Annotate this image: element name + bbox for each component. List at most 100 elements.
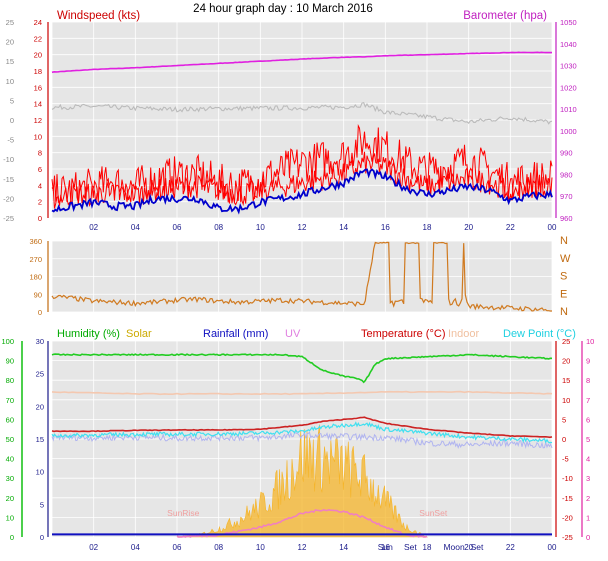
wind-tick: 6 — [38, 165, 42, 174]
temp-tick: 0 — [562, 435, 566, 444]
multi-x-tick: 14 — [339, 543, 348, 552]
multi-x-tick: 04 — [131, 543, 140, 552]
humidity-tick: 0 — [10, 533, 14, 542]
wind-tick: 24 — [34, 18, 42, 27]
wind-tick: 22 — [34, 34, 42, 43]
multi-x-tick: 18 — [423, 543, 432, 552]
humidity-tick: 10 — [6, 513, 14, 522]
temp-tick: 15 — [562, 376, 570, 385]
rainfall-legend: Rainfall (mm) — [203, 328, 268, 340]
baro-tick: 960 — [560, 214, 573, 223]
temp-tick: -5 — [562, 455, 569, 464]
wind-outer-tick: -20 — [3, 194, 14, 203]
wind-x-tick: 06 — [173, 223, 182, 232]
wind-x-tick: 14 — [339, 223, 348, 232]
baro-tick: 1030 — [560, 62, 577, 71]
windspeed-line — [51, 151, 553, 209]
direction-tick: 270 — [29, 255, 42, 264]
baro-tick: 980 — [560, 170, 573, 179]
humidity-tick: 30 — [6, 474, 14, 483]
multi-x-tick: 16 — [381, 543, 390, 552]
indoor-legend: Indoor — [448, 328, 480, 340]
baro-tick: 1040 — [560, 40, 577, 49]
humidity-legend: Humidity (%) — [57, 328, 120, 340]
uv-tick: 0 — [586, 533, 590, 542]
wind-outer-tick: 20 — [6, 38, 14, 47]
uv-tick: 2 — [586, 494, 590, 503]
wind-outer-tick: 15 — [6, 57, 14, 66]
wind-outer-tick: -15 — [3, 175, 14, 184]
temp-tick: 25 — [562, 337, 570, 346]
wind-tick: 18 — [34, 67, 42, 76]
barometer-line — [51, 51, 553, 74]
uv-tick: 1 — [586, 513, 590, 522]
baro-tick: 1020 — [560, 83, 577, 92]
direction-tick: 180 — [29, 273, 42, 282]
wind-x-tick: 16 — [381, 223, 390, 232]
annotation-label: Sun — [378, 542, 393, 552]
uv-tick: 10 — [586, 337, 594, 346]
uv-tick: 8 — [586, 376, 590, 385]
average-wind-line — [51, 168, 553, 215]
wind-x-tick: 04 — [131, 223, 140, 232]
annotation-label: SunSet — [419, 508, 448, 518]
dewpoint-legend: Dew Point (°C) — [503, 328, 576, 340]
wind-tick: 8 — [38, 149, 42, 158]
compass-tick: E — [560, 288, 567, 300]
humidity-tick: 50 — [6, 435, 14, 444]
direction-tick: 0 — [38, 308, 42, 317]
wind-x-tick: 08 — [214, 223, 223, 232]
solar-legend: Solar — [126, 328, 152, 340]
compass-tick: S — [560, 271, 567, 283]
humidity-tick: 70 — [6, 396, 14, 405]
multi-x-tick: 02 — [89, 543, 98, 552]
dewpoint-low-line — [51, 430, 553, 450]
uv-tick: 7 — [586, 396, 590, 405]
axis-layer: 2520151050-5-10-15-20-252422201816141210… — [1, 18, 594, 552]
humidity-tick: 20 — [6, 494, 14, 503]
humidity-tick: 40 — [6, 455, 14, 464]
wind-tick: 12 — [34, 116, 42, 125]
rain-tick: 15 — [36, 435, 44, 444]
wind-x-tick: 22 — [506, 223, 515, 232]
humidity-tick: 60 — [6, 415, 14, 424]
wind-outer-tick: -5 — [7, 136, 14, 145]
wind-outer-tick: 0 — [10, 116, 14, 125]
baro-tick: 970 — [560, 192, 573, 201]
humidity-tick: 100 — [1, 337, 14, 346]
humidity-line — [51, 353, 552, 384]
multi-x-tick: 10 — [256, 543, 265, 552]
uv-tick: 5 — [586, 435, 590, 444]
solar-area — [176, 424, 429, 538]
wind-x-tick: 02 — [89, 223, 98, 232]
wind-x-tick: 12 — [298, 223, 307, 232]
direction-tick: 360 — [29, 237, 42, 246]
barometer-legend: Barometer (hpa) — [463, 10, 547, 22]
temperature-line — [51, 416, 553, 439]
compass-tick: N — [560, 235, 568, 247]
wind-outer-tick: 25 — [6, 18, 14, 27]
wind-x-tick: 00 — [548, 223, 557, 232]
multi-x-tick: 22 — [506, 543, 515, 552]
direction-tick: 90 — [34, 290, 42, 299]
wind-tick: 16 — [34, 83, 42, 92]
temp-tick: -15 — [562, 494, 573, 503]
wind-tick: 0 — [38, 214, 42, 223]
uv-tick: 3 — [586, 474, 590, 483]
multi-x-tick: 20 — [464, 543, 473, 552]
wind-outer-tick: -10 — [3, 155, 14, 164]
humidity-tick: 80 — [6, 376, 14, 385]
compass-tick: N — [560, 306, 568, 318]
multi-x-tick: 08 — [214, 543, 223, 552]
temp-tick: 5 — [562, 415, 566, 424]
annotation-label: SunRise — [167, 508, 199, 518]
temp-tick: 20 — [562, 357, 570, 366]
wind-x-tick: 18 — [423, 223, 432, 232]
rain-tick: 25 — [36, 370, 44, 379]
annotation-label: Moon — [443, 542, 465, 552]
wind-tick: 2 — [38, 198, 42, 207]
humidity-tick: 90 — [6, 357, 14, 366]
wind-x-tick: 20 — [464, 223, 473, 232]
multi-x-tick: 00 — [548, 543, 557, 552]
